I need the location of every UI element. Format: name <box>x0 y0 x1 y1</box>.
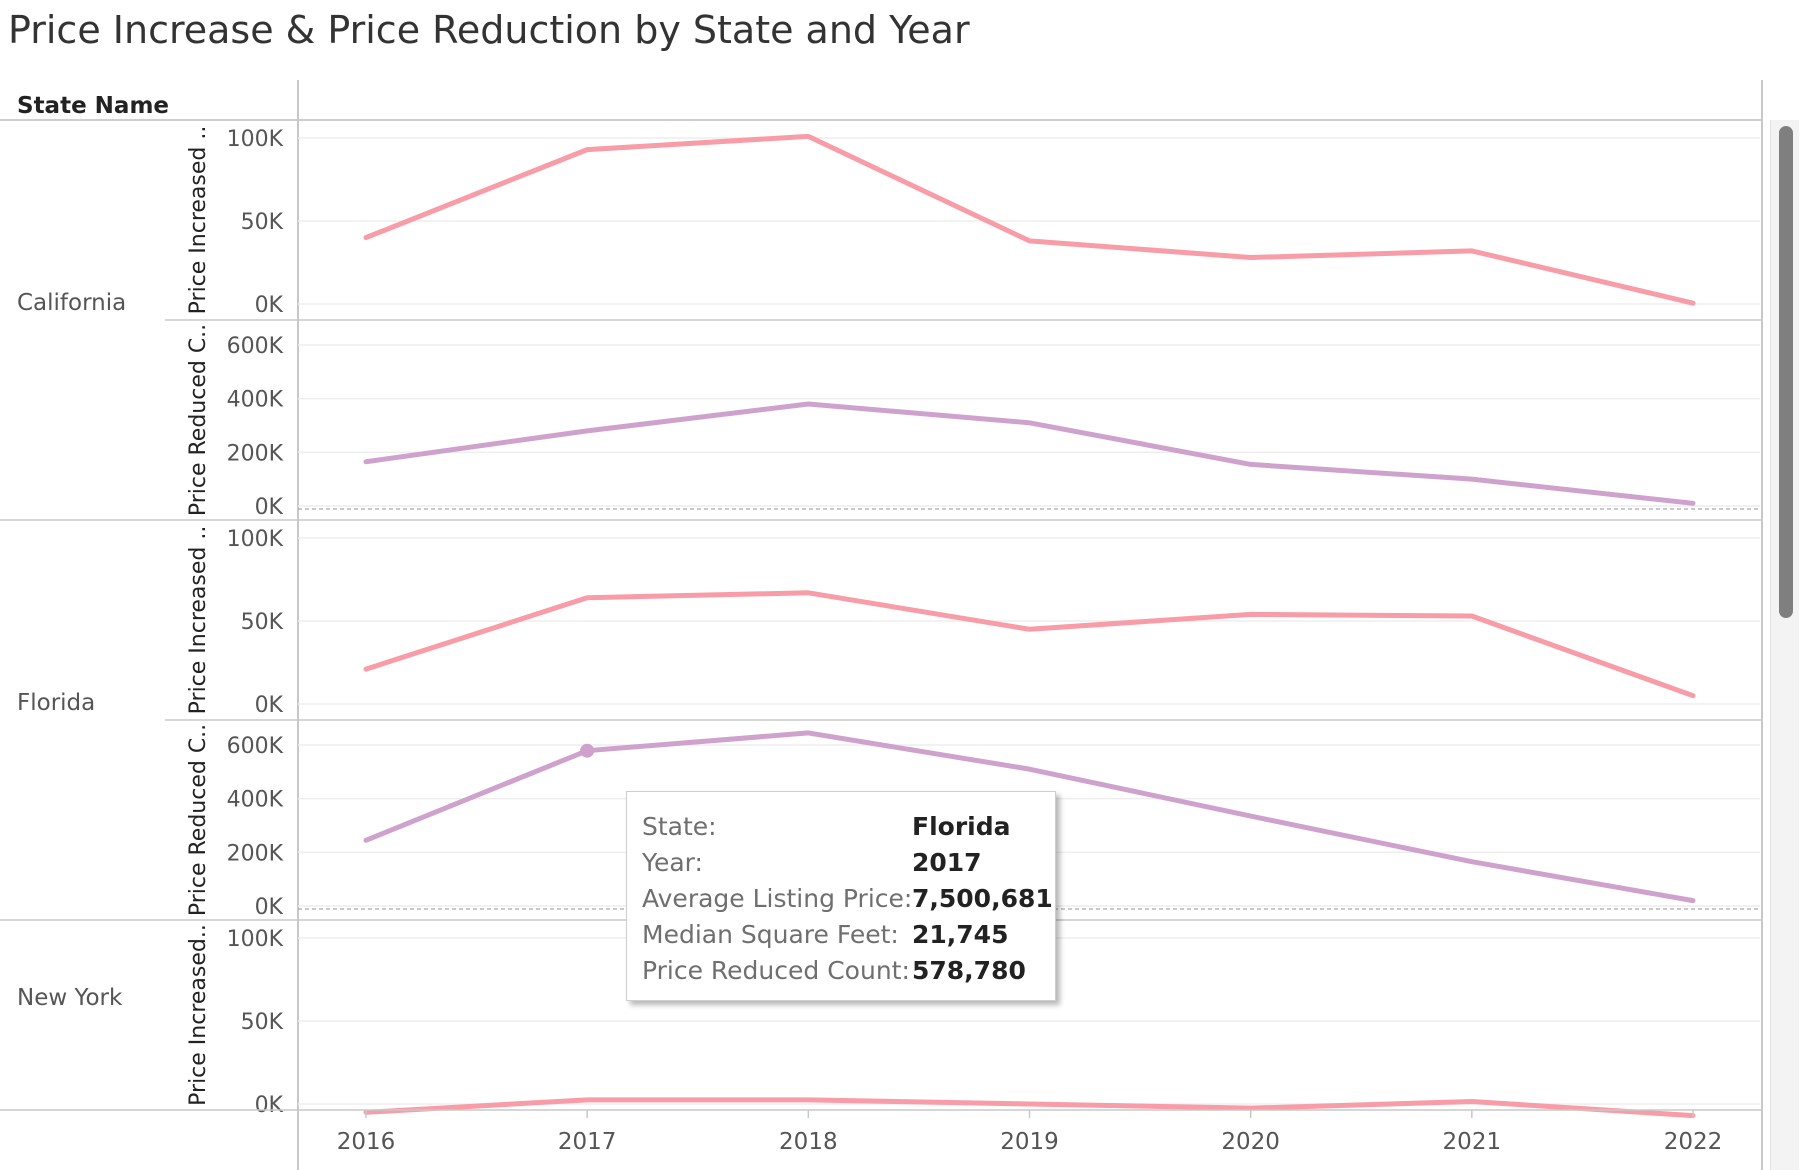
x-tick-label: 2017 <box>558 1129 617 1155</box>
y-tick-label: 100K <box>227 127 284 152</box>
measure-label: Price Reduced C.. <box>186 324 211 516</box>
tooltip-value: Florida <box>912 811 1011 841</box>
tooltip-value: 2017 <box>912 847 982 877</box>
tooltip-key: Price Reduced Count: <box>642 955 910 985</box>
series-line <box>363 133 1696 306</box>
tooltip-row-median-sqft: Median Square Feet: 21,745 <box>642 916 1055 952</box>
measure-label: Price Reduced C.. <box>186 724 211 916</box>
y-tick-label: 0K <box>255 1093 284 1118</box>
y-tick-label: 100K <box>227 527 284 552</box>
tooltip: State: Florida Year: 2017 Average Listin… <box>626 791 1056 1001</box>
tooltip-value: 7,500,681 <box>912 883 1053 913</box>
state-name-header: State Name <box>17 93 169 119</box>
state-label: New York <box>17 985 123 1011</box>
tooltip-value: 21,745 <box>912 919 1009 949</box>
tooltip-key: Median Square Feet: <box>642 919 899 949</box>
x-tick-label: 2021 <box>1443 1129 1502 1155</box>
y-tick-label: 100K <box>227 927 284 952</box>
x-tick-label: 2022 <box>1664 1129 1723 1155</box>
x-tick-label: 2019 <box>1000 1129 1059 1155</box>
tooltip-row-year: Year: 2017 <box>642 844 1055 880</box>
y-tick-label: 0K <box>255 693 284 718</box>
series-line <box>363 1097 1696 1119</box>
y-tick-label: 400K <box>227 788 284 813</box>
vertical-scrollbar[interactable] <box>1770 120 1799 1170</box>
tooltip-value: 578,780 <box>912 955 1026 985</box>
series-line <box>363 590 1696 699</box>
x-tick-label: 2018 <box>779 1129 838 1155</box>
tooltip-key: State: <box>642 811 717 841</box>
tooltip-row-reduced-count: Price Reduced Count: 578,780 <box>642 952 1055 988</box>
tooltip-row-state: State: Florida <box>642 808 1055 844</box>
y-tick-label: 0K <box>255 895 284 920</box>
y-tick-label: 50K <box>241 610 284 635</box>
measure-label: Price Increased.. <box>186 924 211 1106</box>
state-label: California <box>17 290 126 316</box>
tooltip-row-avg-price: Average Listing Price: 7,500,681 <box>642 880 1055 916</box>
y-tick-label: 50K <box>241 1010 284 1035</box>
state-label: Florida <box>17 690 95 716</box>
x-tick-label: 2020 <box>1221 1129 1280 1155</box>
x-tick-label: 2016 <box>337 1129 396 1155</box>
y-tick-label: 200K <box>227 841 284 866</box>
tooltip-key: Average Listing Price: <box>642 883 913 913</box>
series-line <box>363 401 1696 506</box>
y-tick-label: 0K <box>255 495 284 520</box>
y-tick-label: 50K <box>241 210 284 235</box>
scrollbar-thumb[interactable] <box>1779 126 1793 618</box>
y-tick-label: 200K <box>227 441 284 466</box>
y-tick-label: 400K <box>227 388 284 413</box>
tooltip-key: Year: <box>642 847 703 877</box>
measure-label: Price Increased .. <box>186 526 211 715</box>
page-title: Price Increase & Price Reduction by Stat… <box>8 8 970 52</box>
y-tick-label: 0K <box>255 293 284 318</box>
highlight-point <box>580 743 595 758</box>
y-tick-label: 600K <box>227 334 284 359</box>
y-tick-label: 600K <box>227 734 284 759</box>
measure-label: Price Increased .. <box>186 126 211 315</box>
